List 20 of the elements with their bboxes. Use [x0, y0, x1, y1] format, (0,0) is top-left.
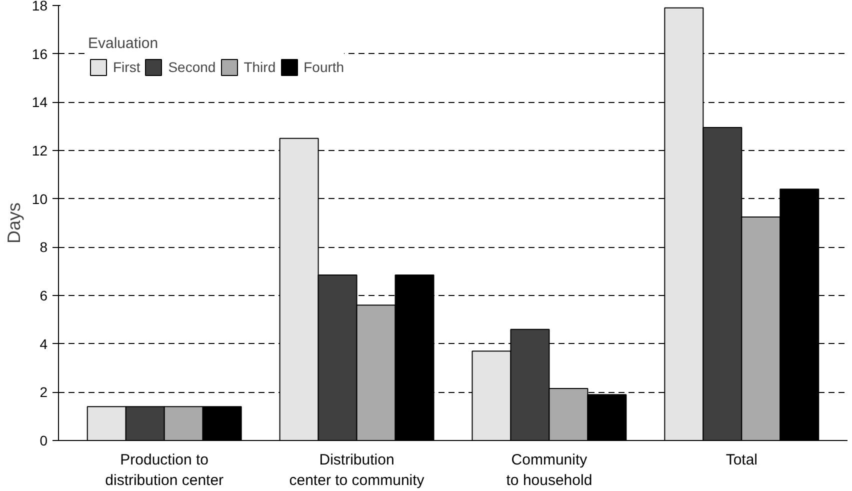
y-tick-label: 4: [40, 336, 48, 352]
y-tick-label: 18: [32, 0, 48, 14]
y-axis-title: Days: [4, 202, 24, 244]
y-tick-label: 14: [32, 94, 48, 110]
x-tick-label: Distribution center to community: [289, 452, 425, 489]
legend-label: Third: [244, 59, 276, 75]
legend-label: First: [113, 59, 140, 75]
x-tick-label: Production to distribution center: [105, 452, 224, 489]
y-tick-label: 10: [32, 190, 48, 207]
legend-title: Evaluation: [88, 35, 160, 52]
y-tick-label: 0: [40, 432, 48, 448]
y-tick-label: 12: [32, 142, 48, 158]
x-tick-label: Total: [726, 452, 758, 468]
x-tick-label: Community to household: [506, 452, 592, 489]
legend-label: Second: [168, 59, 216, 75]
y-tick-label: 8: [40, 239, 48, 256]
y-tick-label: 6: [40, 288, 48, 304]
y-tick-label: 2: [40, 384, 48, 400]
legend-label: Fourth: [304, 59, 344, 75]
y-tick-label: 16: [32, 46, 48, 62]
